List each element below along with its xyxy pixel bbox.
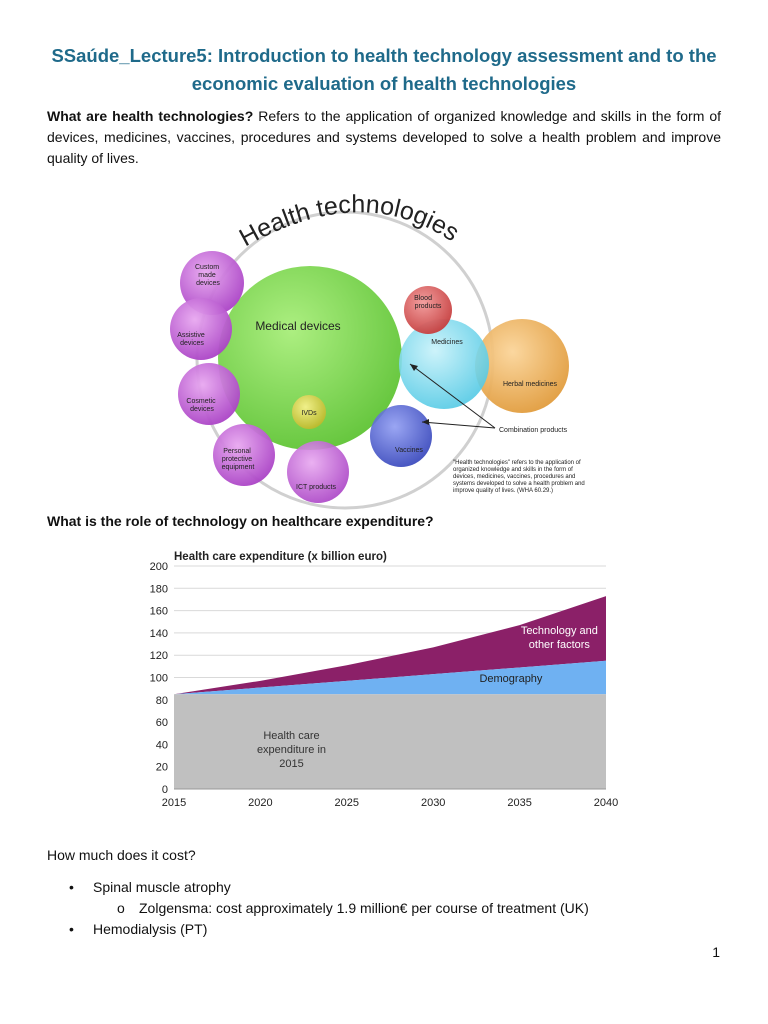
series-label: Demography bbox=[479, 673, 542, 685]
cosmetic-devices-label: Cosmetic devices bbox=[186, 398, 217, 413]
area-health-care-expenditure-in-2015 bbox=[174, 694, 606, 789]
sub-list-item: o Zolgensma: cost approximately 1.9 milli… bbox=[47, 898, 589, 919]
y-tick-label: 120 bbox=[150, 650, 168, 662]
y-tick-label: 100 bbox=[150, 673, 168, 685]
y-tick-label: 200 bbox=[150, 561, 168, 573]
blood-products-label: Blood products bbox=[414, 295, 442, 310]
arrow-to-vaccines bbox=[421, 421, 496, 429]
medicines-circle bbox=[399, 319, 489, 409]
question-technology-role: What is the role of technology on health… bbox=[47, 513, 434, 529]
question-cost: How much does it cost? bbox=[47, 847, 196, 863]
y-tick-label: 20 bbox=[156, 762, 168, 774]
area-technology-and-other-factors bbox=[174, 596, 606, 695]
ict-products-circle bbox=[287, 441, 349, 503]
list-item-text: Spinal muscle atrophy bbox=[93, 879, 231, 895]
medical-devices-circle bbox=[218, 266, 402, 450]
y-tick-label: 0 bbox=[162, 784, 168, 796]
definition-quote: "Health technologies" refers to the appl… bbox=[453, 460, 586, 494]
y-tick-label: 80 bbox=[156, 695, 168, 707]
combination-products-label: Combination products bbox=[499, 427, 568, 434]
intro-question: What are health technologies? bbox=[47, 108, 254, 124]
ivds-circle bbox=[292, 395, 326, 429]
intro-paragraph: What are health technologies? Refers to … bbox=[47, 106, 721, 169]
x-tick-label: 2025 bbox=[335, 797, 359, 809]
y-tick-label: 140 bbox=[150, 628, 168, 640]
vaccines-circle bbox=[370, 405, 432, 467]
ict-products-label: ICT products bbox=[296, 484, 336, 491]
intro-definition: Refers to the application of organized k… bbox=[47, 108, 721, 166]
y-tick-label: 40 bbox=[156, 739, 168, 751]
y-tick-label: 60 bbox=[156, 717, 168, 729]
sub-bullet-glyph: o bbox=[117, 900, 125, 916]
arrowhead-medicines bbox=[410, 364, 418, 371]
cost-bullet-list: • Spinal muscle atrophy o Zolgensma: cost … bbox=[47, 877, 589, 940]
series-label: Health care bbox=[263, 730, 319, 742]
herbal-medicines-label: Herbal medicines bbox=[503, 381, 558, 388]
cosmetic-devices-circle bbox=[178, 363, 240, 425]
y-tick-label: 180 bbox=[150, 583, 168, 595]
ppe-label: Personal protective equipment bbox=[222, 448, 255, 471]
y-tick-label: 160 bbox=[150, 606, 168, 618]
chart-areas bbox=[174, 596, 606, 790]
arrowhead-vaccines bbox=[422, 419, 429, 425]
series-label: Technology and bbox=[521, 625, 598, 637]
area-demography bbox=[174, 660, 606, 695]
assistive-devices-circle bbox=[170, 298, 232, 360]
vaccines-label: Vaccines bbox=[395, 447, 423, 454]
page-title: SSaúde_Lecture5: Introduction to health … bbox=[51, 45, 717, 94]
series-label: expenditure in bbox=[257, 744, 326, 756]
assistive-devices-label: Assistive devices bbox=[177, 332, 207, 347]
medical-devices-label: Medical devices bbox=[255, 319, 340, 333]
sub-list-item-text: Zolgensma: cost approximately 1.9 millio… bbox=[139, 900, 589, 916]
series-label: 2015 bbox=[279, 758, 303, 770]
ivds-label: IVDs bbox=[301, 410, 317, 417]
x-tick-label: 2020 bbox=[248, 797, 272, 809]
list-item: • Spinal muscle atrophy bbox=[47, 877, 589, 898]
blood-products-circle bbox=[404, 286, 452, 334]
x-tick-label: 2015 bbox=[162, 797, 186, 809]
ppe-circle bbox=[213, 424, 275, 486]
list-item-text: Hemodialysis (PT) bbox=[93, 921, 208, 937]
bullet-glyph: • bbox=[69, 879, 74, 895]
bullet-glyph: • bbox=[69, 921, 74, 937]
chart-title: Health care expenditure (x billion euro) bbox=[174, 551, 387, 563]
herbal-medicines-circle bbox=[475, 319, 569, 413]
x-tick-label: 2035 bbox=[507, 797, 531, 809]
medicines-label: Medicines bbox=[431, 339, 463, 346]
custom-made-devices-label: Custom made devices bbox=[195, 264, 221, 287]
x-tick-label: 2040 bbox=[594, 797, 618, 809]
x-tick-label: 2030 bbox=[421, 797, 445, 809]
figure-title: Health technologies bbox=[235, 190, 464, 252]
x-axis-ticks: 2015 2020 2025 2030 2035 2040 bbox=[162, 797, 618, 809]
page-number: 1 bbox=[712, 944, 720, 960]
expenditure-chart: Health care expenditure (x billion euro)… bbox=[134, 544, 634, 820]
y-axis-ticks: 0 20 40 60 80 100 120 140 160 180 200 bbox=[150, 561, 168, 796]
health-technologies-figure: Health technologies Medical devices IVDs… bbox=[170, 190, 586, 510]
series-label: other factors bbox=[529, 639, 591, 651]
arrow-to-medicines bbox=[409, 363, 496, 429]
chart-series-labels: Health care expenditure in 2015 Demography T… bbox=[257, 625, 598, 770]
list-item: • Hemodialysis (PT) bbox=[47, 919, 589, 940]
